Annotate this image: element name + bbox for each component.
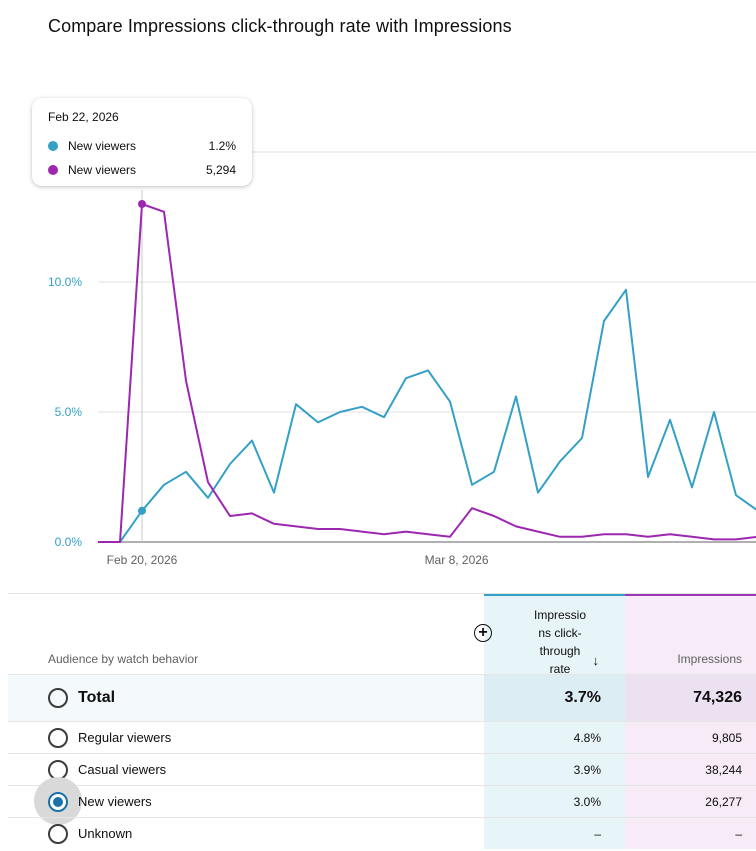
- y-tick-label: 0.0%: [55, 535, 83, 549]
- table-header: Impressio ns click- through rate ↓ Impre…: [8, 593, 756, 676]
- arrow-down-icon[interactable]: ↓: [592, 653, 600, 668]
- series-line: [98, 288, 756, 543]
- impressions-cell: 26,277: [625, 786, 756, 817]
- series-point: [138, 506, 146, 515]
- row-label: Total: [78, 689, 116, 706]
- y-tick-label: 5.0%: [55, 405, 83, 419]
- audience-table: Impressio ns click- through rate ↓ Impre…: [8, 593, 756, 849]
- ctr-cell: –: [484, 818, 625, 849]
- impressions-value: 38,244: [705, 762, 742, 777]
- ctr-label-line: through: [539, 644, 581, 658]
- series-point: [138, 200, 146, 208]
- row-label: New viewers: [78, 794, 152, 809]
- impressions-value: 74,326: [693, 689, 742, 706]
- impressions-column-label: Impressions: [677, 652, 742, 666]
- ctr-column-header[interactable]: Impressio ns click- through rate ↓: [484, 594, 625, 676]
- impressions-cell: 38,244: [625, 754, 756, 785]
- ctr-value: –: [594, 826, 601, 841]
- impressions-cell: –: [625, 818, 756, 849]
- tooltip-series-name: New viewers: [68, 139, 137, 153]
- ctr-cell: 4.8%: [484, 722, 625, 753]
- page-title: Compare Impressions click-through rate w…: [48, 16, 512, 36]
- table-row[interactable]: 3.9% 38,244 Casual viewers: [8, 753, 756, 785]
- table-row[interactable]: 4.8% 9,805 Regular viewers: [8, 721, 756, 753]
- table-row[interactable]: 3.0% 26,277 New viewers: [8, 777, 756, 825]
- radio-button[interactable]: [48, 688, 68, 708]
- tooltip-series-name: New viewers: [68, 163, 137, 177]
- series-dot-icon: [48, 165, 58, 175]
- impressions-column-header[interactable]: Impressions: [625, 594, 756, 674]
- ctr-value: 3.7%: [564, 689, 601, 706]
- table-row[interactable]: – – Unknown: [8, 817, 756, 849]
- x-tick-label: Feb 20, 2026: [107, 553, 178, 567]
- ctr-value: 3.0%: [573, 794, 601, 809]
- ctr-value: 3.9%: [573, 762, 601, 777]
- tooltip-series-value: 1.2%: [208, 139, 236, 153]
- add-circle-icon[interactable]: +: [474, 624, 492, 642]
- ctr-cell: 3.0%: [484, 786, 625, 817]
- row-label: Unknown: [78, 826, 133, 841]
- y-tick-label: 10.0%: [48, 275, 82, 289]
- impressions-cell: 9,805: [625, 722, 756, 753]
- ctr-label-line: ns click-: [538, 626, 582, 640]
- ctr-column-label: Impressio ns click- through rate: [525, 606, 595, 678]
- ctr-cell: 3.7%: [484, 675, 625, 721]
- series-line: [98, 203, 756, 543]
- impressions-value: –: [735, 826, 742, 841]
- audience-column-label: Audience by watch behavior: [48, 652, 199, 666]
- radio-button[interactable]: [48, 727, 68, 748]
- impressions-value: 9,805: [711, 730, 742, 745]
- radio-button[interactable]: [48, 823, 68, 844]
- ctr-cell: 3.9%: [484, 754, 625, 785]
- row-label: Regular viewers: [78, 730, 172, 745]
- tooltip-row: New viewers 1.2%: [48, 134, 236, 158]
- row-label: Casual viewers: [78, 762, 167, 777]
- tooltip-series-value: 5,294: [205, 163, 236, 177]
- ctr-label-line: rate: [549, 662, 571, 676]
- impressions-cell: 74,326: [625, 675, 756, 721]
- series-dot-icon: [48, 141, 58, 151]
- tooltip-row: New viewers 5,294: [48, 158, 236, 182]
- ctr-label-line: Impressio: [533, 608, 586, 622]
- table-row-total[interactable]: 3.7% 74,326 Total: [8, 674, 756, 721]
- radio-button-selected[interactable]: [48, 791, 68, 812]
- chart-tooltip: Feb 22, 2026 New viewers 1.2% New viewer…: [32, 98, 252, 186]
- tooltip-date: Feb 22, 2026: [48, 110, 119, 124]
- impressions-value: 26,277: [705, 794, 742, 809]
- ctr-value: 4.8%: [573, 730, 601, 745]
- x-tick-label: Mar 8, 2026: [425, 553, 489, 567]
- line-chart[interactable]: 0.0% 5.0% 10.0% Feb 20, 2026 Mar 8, 2026: [0, 90, 756, 580]
